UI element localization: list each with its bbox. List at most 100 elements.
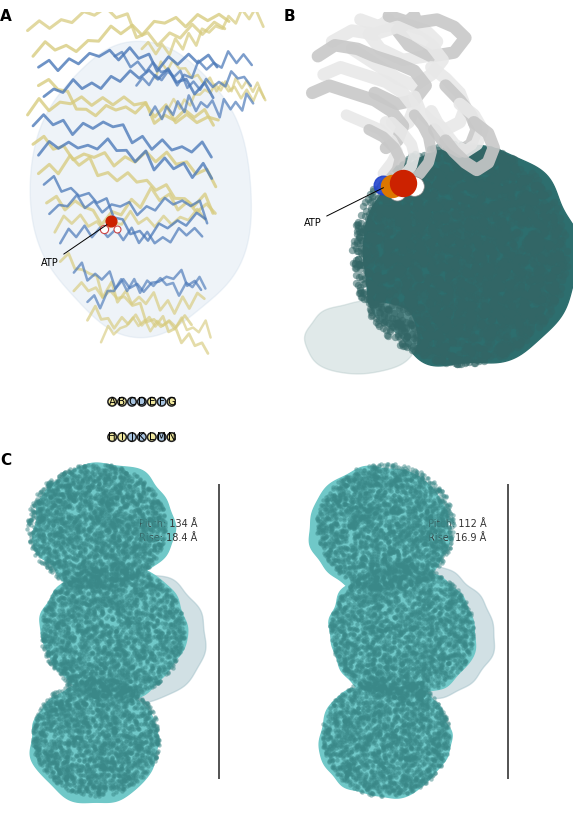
Point xyxy=(461,600,471,613)
Point xyxy=(83,602,93,615)
Point xyxy=(380,738,390,751)
Point xyxy=(68,692,77,705)
Point xyxy=(436,658,445,671)
Point xyxy=(66,721,75,734)
Point xyxy=(91,694,100,707)
Point xyxy=(518,325,527,338)
Point xyxy=(433,294,442,307)
Point xyxy=(346,764,355,778)
Point xyxy=(127,512,137,525)
Point xyxy=(413,595,423,608)
Point xyxy=(382,232,391,245)
Point xyxy=(108,647,117,660)
Point xyxy=(380,623,390,637)
Point xyxy=(113,539,122,552)
Point xyxy=(108,725,117,738)
Point xyxy=(44,550,53,563)
Point xyxy=(95,746,104,759)
Point xyxy=(436,665,445,678)
Point xyxy=(64,629,74,642)
Point xyxy=(133,718,142,731)
Point xyxy=(392,595,401,608)
Point xyxy=(89,765,98,778)
Point xyxy=(78,710,87,723)
Point xyxy=(367,204,376,217)
Point xyxy=(121,490,130,503)
Point xyxy=(467,638,476,651)
Point xyxy=(446,593,455,606)
Point xyxy=(133,760,142,773)
Point xyxy=(49,645,58,658)
Point xyxy=(381,748,390,761)
Point xyxy=(373,623,382,636)
Point xyxy=(136,525,145,538)
Point xyxy=(354,717,363,730)
Point xyxy=(71,698,80,711)
Point xyxy=(53,727,63,740)
Point xyxy=(157,585,167,598)
Point xyxy=(156,523,165,536)
Point xyxy=(35,511,44,524)
Point xyxy=(358,674,367,687)
Point xyxy=(516,252,526,265)
Point xyxy=(108,738,118,751)
Point xyxy=(143,745,152,758)
Point xyxy=(357,740,366,753)
Point xyxy=(101,517,111,530)
Point xyxy=(499,224,508,237)
Point xyxy=(86,546,96,559)
Point xyxy=(101,483,111,496)
Point xyxy=(96,571,105,584)
Point xyxy=(401,227,411,240)
Point xyxy=(533,232,543,245)
Point xyxy=(76,460,85,473)
Point xyxy=(65,662,75,675)
Point xyxy=(100,683,109,696)
Point xyxy=(69,462,79,475)
Point xyxy=(523,193,532,206)
Point xyxy=(114,779,123,792)
Point xyxy=(383,678,393,691)
Point xyxy=(374,464,383,477)
Point xyxy=(337,474,346,487)
Point xyxy=(140,546,149,559)
Point xyxy=(390,562,399,575)
Point xyxy=(433,675,442,688)
Point xyxy=(380,650,390,663)
Point xyxy=(357,473,367,486)
Point xyxy=(494,264,504,277)
Point xyxy=(76,502,85,515)
Point xyxy=(409,698,418,711)
Point xyxy=(96,615,105,628)
Point xyxy=(160,602,170,615)
Point xyxy=(41,613,50,626)
Point xyxy=(512,254,521,267)
Point xyxy=(76,613,85,626)
Point xyxy=(96,744,105,757)
Point xyxy=(91,489,100,502)
Point xyxy=(51,538,60,551)
Point xyxy=(81,752,90,765)
Point xyxy=(495,323,504,336)
Point xyxy=(369,773,379,786)
Point xyxy=(105,548,115,562)
Point xyxy=(415,516,424,529)
Point xyxy=(357,655,366,668)
Point xyxy=(98,491,107,504)
Point xyxy=(75,481,84,494)
Point xyxy=(418,563,427,576)
Point xyxy=(99,500,108,513)
Point xyxy=(327,615,336,628)
Point xyxy=(146,522,156,535)
Point xyxy=(359,673,368,686)
Point xyxy=(134,743,143,756)
Point xyxy=(335,561,345,574)
Point xyxy=(132,566,141,579)
Point xyxy=(50,742,60,755)
Point xyxy=(93,601,102,615)
Point xyxy=(88,593,97,606)
Point xyxy=(327,711,336,725)
Point xyxy=(137,514,146,527)
Point xyxy=(471,170,481,183)
Point xyxy=(539,288,548,301)
